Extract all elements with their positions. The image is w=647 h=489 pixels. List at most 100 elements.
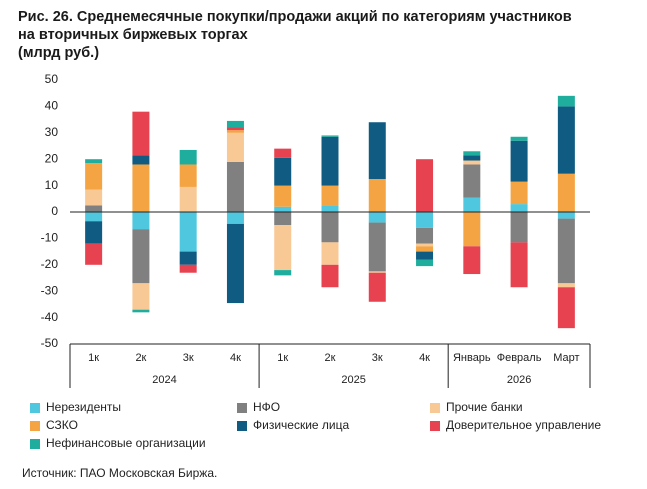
- legend-label: Физические лица: [253, 418, 349, 432]
- group-label: 2025: [341, 374, 365, 386]
- bar-segment: [416, 251, 434, 260]
- bar-segment: [226, 212, 244, 224]
- y-tick-label: -40: [41, 310, 59, 324]
- bar-segment: [132, 164, 150, 212]
- legend-swatch: [237, 403, 247, 413]
- legend-swatch: [30, 421, 40, 431]
- bar-segment: [416, 246, 434, 252]
- group-label: 2026: [507, 374, 531, 386]
- bar-segment: [179, 251, 197, 265]
- bar-segment: [510, 242, 528, 288]
- x-tick-label: 2к: [135, 352, 146, 364]
- bar-segment: [416, 212, 434, 228]
- bar-segment: [226, 223, 244, 304]
- bar-segment: [368, 272, 386, 302]
- bar-segment: [132, 111, 150, 156]
- bar-segment: [557, 218, 575, 284]
- bar-segment: [557, 212, 575, 219]
- legend-swatch: [30, 439, 40, 449]
- bar-segment: [463, 151, 481, 156]
- bar-segment: [463, 197, 481, 212]
- bar-segment: [132, 283, 150, 310]
- chart-title: Рис. 26. Среднемесячные покупки/продажи …: [18, 9, 572, 25]
- bar-segment: [274, 185, 292, 207]
- bar-segment: [274, 206, 292, 212]
- bar-segment: [132, 212, 150, 230]
- x-tick-label: Январь: [453, 352, 491, 364]
- bar-segment: [179, 264, 197, 273]
- y-tick-label: -30: [41, 283, 59, 297]
- chart-title: (млрд руб.): [18, 45, 99, 61]
- legend-label: Доверительное управление: [446, 418, 601, 432]
- bar-segment: [463, 155, 481, 161]
- bar-segment: [274, 225, 292, 271]
- bar-segment: [510, 136, 528, 141]
- bar-segment: [416, 243, 434, 247]
- bar-segment: [179, 186, 197, 212]
- bar-segment: [416, 259, 434, 267]
- bar-segment: [368, 222, 386, 272]
- bar-segment: [510, 212, 528, 243]
- bar-segment: [368, 212, 386, 223]
- y-tick-label: -50: [41, 336, 59, 350]
- x-tick-label: 2к: [325, 352, 336, 364]
- chart-title: на вторичных биржевых торгах: [18, 27, 248, 43]
- legend-swatch: [430, 421, 440, 431]
- y-tick-label: 20: [45, 151, 59, 165]
- bar-segment: [463, 164, 481, 198]
- bar-segment: [463, 212, 481, 247]
- bar-segment: [85, 221, 103, 244]
- bar-segment: [557, 287, 575, 329]
- bar-segment: [132, 229, 150, 284]
- legend-swatch: [237, 421, 247, 431]
- bar-segment: [557, 283, 575, 288]
- bar-segment: [85, 205, 103, 212]
- bar-segment: [463, 160, 481, 165]
- x-tick-label: 4к: [230, 352, 241, 364]
- bar-segment: [557, 106, 575, 174]
- legend-label: Нефинансовые организации: [46, 436, 206, 450]
- x-tick-label: 4к: [419, 352, 430, 364]
- bar-segment: [321, 185, 339, 206]
- bar-segment: [416, 227, 434, 244]
- bar-segment: [226, 132, 244, 162]
- x-tick-label: Март: [553, 352, 579, 364]
- bar-segment: [85, 159, 103, 164]
- bar-segment: [274, 212, 292, 226]
- bar-segment: [274, 148, 292, 158]
- bar-segment: [132, 155, 150, 165]
- legend-swatch: [430, 403, 440, 413]
- bar-segment: [368, 271, 386, 273]
- y-tick-label: -20: [41, 257, 59, 271]
- legend-label: СЗКО: [46, 418, 78, 432]
- y-tick-label: 40: [45, 99, 59, 113]
- bar-segment: [321, 135, 339, 137]
- bar-segment: [85, 189, 103, 206]
- source: Источник: ПАО Московская Биржа.: [22, 466, 217, 480]
- bar-segment: [179, 164, 197, 187]
- bar-segment: [226, 130, 244, 133]
- legend-label: Прочие банки: [446, 400, 523, 414]
- bar-segment: [226, 161, 244, 212]
- legend-label: Нерезиденты: [46, 400, 121, 414]
- bar-segment: [85, 163, 103, 190]
- bar-segment: [321, 212, 339, 243]
- group-label: 2024: [152, 374, 176, 386]
- bar-segment: [132, 309, 150, 313]
- bar-segment: [226, 120, 244, 128]
- legend-label: НФО: [253, 400, 280, 414]
- bar-segment: [557, 95, 575, 107]
- x-tick-label: 1к: [88, 352, 99, 364]
- bar-segment: [274, 270, 292, 276]
- bar-segment: [368, 122, 386, 179]
- bar-segment: [179, 212, 197, 252]
- x-tick-label: 3к: [372, 352, 383, 364]
- y-tick-label: 0: [51, 204, 58, 218]
- x-tick-label: Февраль: [497, 352, 542, 364]
- bar-segment: [510, 181, 528, 205]
- bar-segment: [321, 136, 339, 186]
- bar-segment: [557, 173, 575, 212]
- bar-segment: [179, 149, 197, 165]
- bar-segment: [321, 242, 339, 265]
